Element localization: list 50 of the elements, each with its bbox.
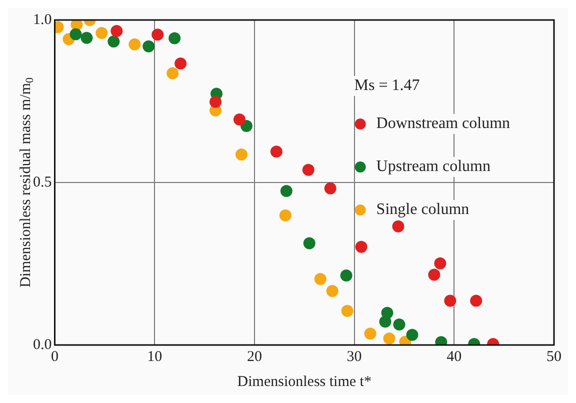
point	[233, 113, 246, 126]
point	[70, 28, 82, 40]
point	[392, 220, 404, 232]
point	[444, 294, 456, 307]
x-tick-label: 10	[147, 348, 162, 365]
x-tick-label: 40	[446, 348, 462, 365]
y-tick-label: 0.0	[33, 336, 52, 353]
x-tick-label: 50	[546, 348, 562, 365]
point	[110, 25, 123, 38]
point	[393, 318, 406, 331]
point	[270, 146, 282, 158]
point	[428, 268, 440, 281]
point	[279, 209, 292, 222]
point	[210, 96, 222, 108]
point	[383, 332, 396, 344]
point	[379, 316, 392, 328]
point	[235, 148, 248, 161]
annotation: Ms = 1.47	[354, 77, 420, 94]
x-tick-label: 30	[346, 348, 362, 365]
point	[355, 240, 368, 253]
point	[340, 269, 352, 282]
point	[303, 237, 316, 250]
point	[406, 328, 418, 341]
point	[152, 28, 164, 41]
point	[142, 40, 155, 52]
legend-label: Upstream column	[376, 158, 491, 176]
point	[341, 304, 354, 317]
point	[166, 67, 179, 80]
x-tick-label: 20	[246, 348, 262, 365]
x-tick-label: 0	[51, 348, 58, 365]
point	[314, 273, 326, 286]
point	[324, 182, 336, 194]
point	[168, 32, 181, 44]
y-tick-label: 1.0	[33, 12, 52, 28]
point	[434, 257, 446, 270]
point	[128, 38, 141, 50]
point	[470, 294, 482, 307]
legend-label: Single column	[376, 201, 470, 218]
point	[108, 35, 120, 48]
point	[302, 164, 314, 176]
point	[364, 328, 376, 340]
point	[174, 58, 187, 70]
point	[326, 285, 338, 298]
point	[80, 32, 93, 44]
y-tick-label: 0.5	[33, 174, 52, 190]
x-axis-title: Dimensionless time t*	[237, 374, 372, 390]
point	[240, 120, 252, 132]
legend-label: Downstream column	[376, 115, 510, 132]
point	[96, 27, 108, 39]
point	[280, 184, 292, 197]
